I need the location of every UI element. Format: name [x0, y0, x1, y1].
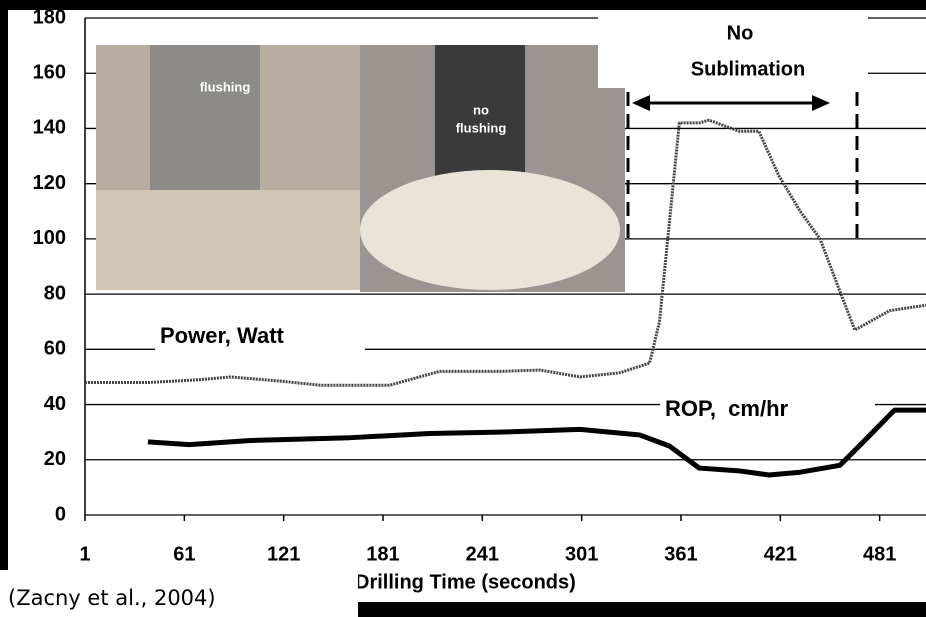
citation: (Zacny et al., 2004)	[8, 586, 216, 610]
series-line	[147, 407, 926, 478]
y-tick-label: 100	[33, 227, 66, 249]
photo-drill	[435, 45, 525, 195]
series-line	[85, 118, 926, 387]
x-axis-title: Drilling Time (seconds)	[355, 571, 576, 593]
series-label: ROP, cm/hr	[665, 396, 789, 421]
photo-label: flushing	[456, 120, 507, 135]
y-tick-label: 20	[44, 448, 66, 470]
annotation: Sublimation	[691, 58, 805, 80]
arrow-head	[812, 95, 830, 111]
y-tick-label: 0	[55, 503, 66, 525]
annotation: No	[727, 22, 754, 44]
label-box	[660, 393, 875, 427]
y-tick-label: 120	[33, 172, 66, 194]
x-tick-label: 481	[863, 543, 896, 565]
citation-box	[0, 570, 358, 617]
x-tick-label: 61	[173, 543, 195, 565]
arrow-head	[632, 95, 650, 111]
y-tick-label: 140	[33, 117, 66, 139]
x-tick-label: 1	[79, 543, 90, 565]
label-box	[155, 320, 365, 354]
x-tick-label: 241	[466, 543, 499, 565]
photo-label: no	[473, 102, 489, 117]
y-tick-label: 160	[33, 62, 66, 84]
y-tick-label: 80	[44, 282, 66, 304]
y-tick-label: 40	[44, 393, 66, 415]
photo-label: flushing	[200, 79, 251, 94]
photo-powder	[360, 170, 620, 290]
x-tick-label: 361	[664, 543, 697, 565]
y-tick-label: 180	[33, 6, 66, 28]
x-tick-label: 301	[565, 543, 598, 565]
series-label: Power, Watt	[160, 323, 285, 348]
border	[360, 602, 926, 617]
x-tick-label: 421	[764, 543, 797, 565]
x-tick-label: 181	[366, 543, 399, 565]
annotation-box	[598, 12, 868, 88]
y-tick-label: 60	[44, 338, 66, 360]
photo-ground	[96, 190, 360, 290]
x-tick-label: 121	[267, 543, 300, 565]
